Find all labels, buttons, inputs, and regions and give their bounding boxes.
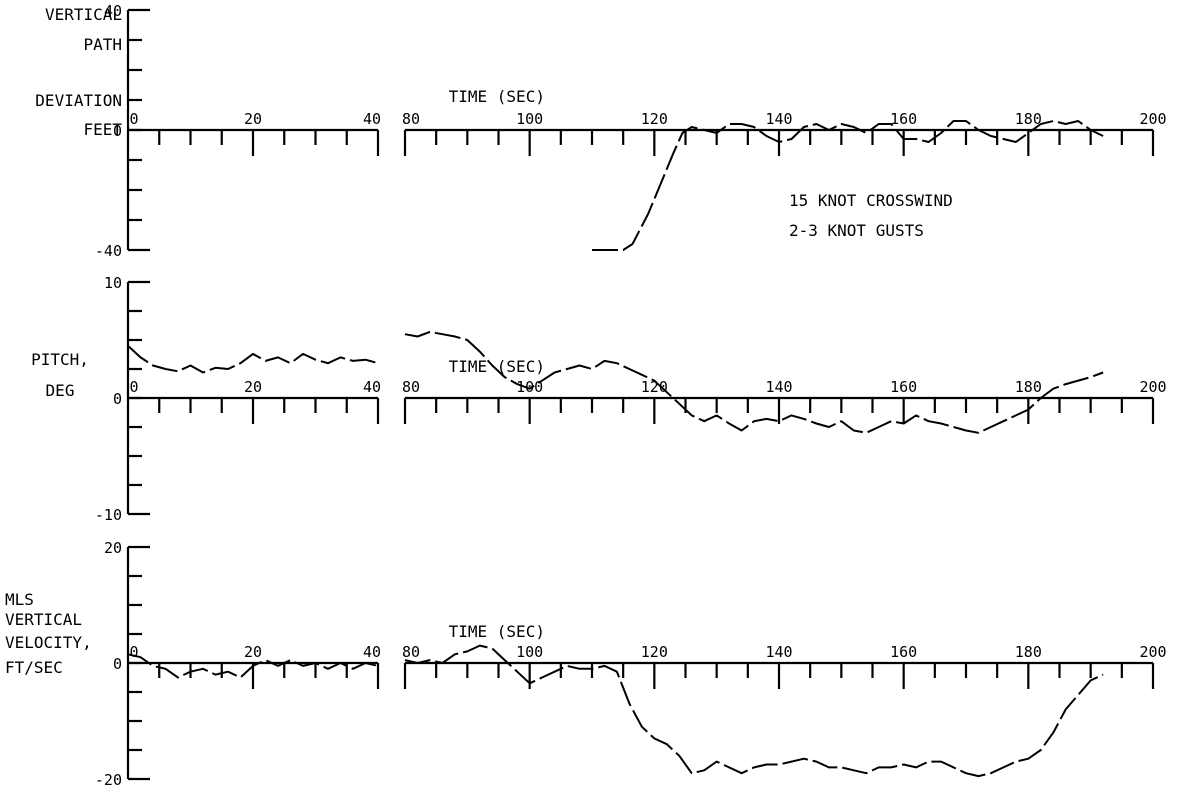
series-line-1 [592, 120, 1104, 251]
x-tick-label: 100 [516, 643, 543, 661]
y-axis-title-line: VELOCITY, [5, 633, 92, 652]
x-tick-label: 80 [402, 643, 420, 661]
x-tick-label: 40 [363, 110, 381, 128]
series-line-2 [404, 330, 1104, 434]
x-tick-label: 20 [244, 110, 262, 128]
chart-annotation: 2-3 KNOT GUSTS [789, 221, 924, 240]
x-axis-title: TIME (SEC) [449, 357, 545, 376]
x-tick-label: 160 [890, 110, 917, 128]
y-axis-title-line: VERTICAL [45, 5, 122, 24]
y-tick-label-zero: 0 [113, 122, 122, 140]
y-tick-label-min: -20 [95, 771, 122, 789]
x-tick-label: 140 [765, 643, 792, 661]
x-axis-title: TIME (SEC) [449, 622, 545, 641]
x-tick-label: 160 [890, 378, 917, 396]
y-tick-label-max: 40 [104, 2, 122, 20]
y-tick-label-max: 20 [104, 539, 122, 557]
x-tick-label: 40 [363, 643, 381, 661]
x-tick-label: 200 [1139, 378, 1166, 396]
y-axis-title-line: VERTICAL [5, 610, 82, 629]
x-tick-label: 20 [244, 378, 262, 396]
x-tick-label: 40 [363, 378, 381, 396]
y-tick-label-min: -10 [95, 506, 122, 524]
x-tick-label: 20 [244, 643, 262, 661]
y-axis-title-line: FT/SEC [5, 658, 63, 677]
x-tick-label: 100 [516, 110, 543, 128]
y-tick-label-min: -40 [95, 242, 122, 260]
y-axis-title-line: FEET [83, 120, 122, 139]
x-tick-label: 160 [890, 643, 917, 661]
y-axis-title-line: PITCH, [31, 350, 89, 369]
x-tick-label: 120 [641, 378, 668, 396]
series-line-2 [404, 644, 1104, 778]
x-tick-label: 0 [129, 110, 138, 128]
x-tick-label: 120 [641, 110, 668, 128]
x-tick-label: 140 [765, 378, 792, 396]
x-tick-label: 200 [1139, 110, 1166, 128]
y-axis-title-line: PATH [83, 35, 122, 54]
y-tick-label-zero: 0 [113, 655, 122, 673]
chart-annotation: 15 KNOT CROSSWIND [789, 191, 953, 210]
y-tick-label-max: 10 [104, 274, 122, 292]
x-tick-label: 0 [129, 378, 138, 396]
y-axis-title-line: MLS [5, 590, 34, 609]
series-line-1 [127, 653, 379, 679]
x-tick-label: 120 [641, 643, 668, 661]
x-tick-label: 140 [765, 110, 792, 128]
x-tick-label: 80 [402, 378, 420, 396]
x-axis-title: TIME (SEC) [449, 87, 545, 106]
x-tick-label: 100 [516, 378, 543, 396]
x-tick-label: 200 [1139, 643, 1166, 661]
y-tick-label-zero: 0 [113, 390, 122, 408]
series-line-1 [127, 345, 379, 374]
x-tick-label: 180 [1015, 643, 1042, 661]
y-axis-title-line: DEVIATION [35, 91, 122, 110]
x-tick-label: 0 [129, 643, 138, 661]
x-tick-label: 180 [1015, 378, 1042, 396]
x-tick-label: 80 [402, 110, 420, 128]
y-axis-title-line: DEG [46, 381, 75, 400]
x-tick-label: 180 [1015, 110, 1042, 128]
